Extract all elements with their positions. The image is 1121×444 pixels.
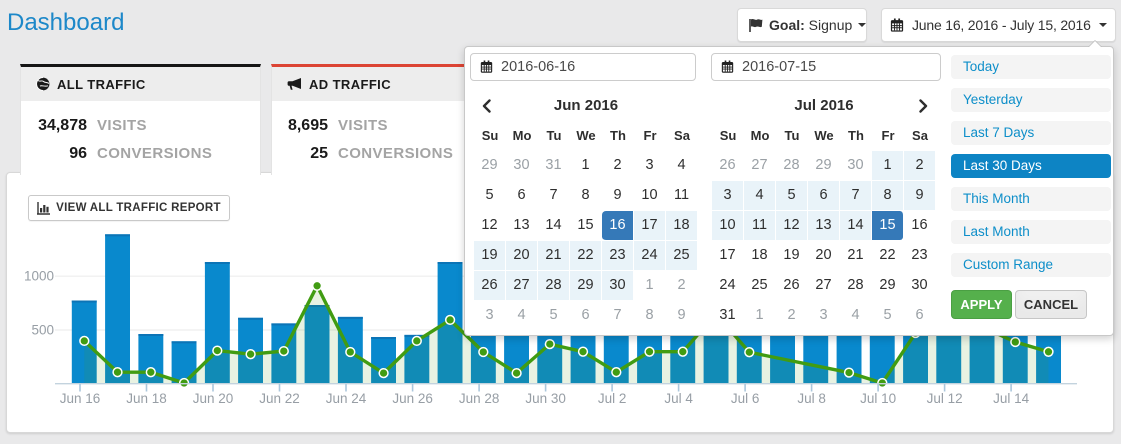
svg-text:Jul 12: Jul 12 [927,391,963,406]
svg-text:Jul 2: Jul 2 [598,391,627,406]
svg-text:Jun 20: Jun 20 [193,391,234,406]
svg-text:Jun 26: Jun 26 [392,391,433,406]
svg-text:Jun 30: Jun 30 [525,391,566,406]
svg-text:Jun 18: Jun 18 [126,391,167,406]
svg-text:Jun 22: Jun 22 [259,391,300,406]
svg-text:Jun 28: Jun 28 [459,391,500,406]
svg-text:500: 500 [31,323,54,338]
svg-text:1000: 1000 [24,269,54,284]
svg-text:Jul 8: Jul 8 [797,391,826,406]
svg-text:Jul 4: Jul 4 [664,391,693,406]
svg-text:Jun 16: Jun 16 [60,391,101,406]
svg-text:Jun 24: Jun 24 [326,391,367,406]
svg-text:Jul 14: Jul 14 [993,391,1030,406]
svg-text:Jul 6: Jul 6 [731,391,760,406]
svg-text:Jul 10: Jul 10 [860,391,896,406]
